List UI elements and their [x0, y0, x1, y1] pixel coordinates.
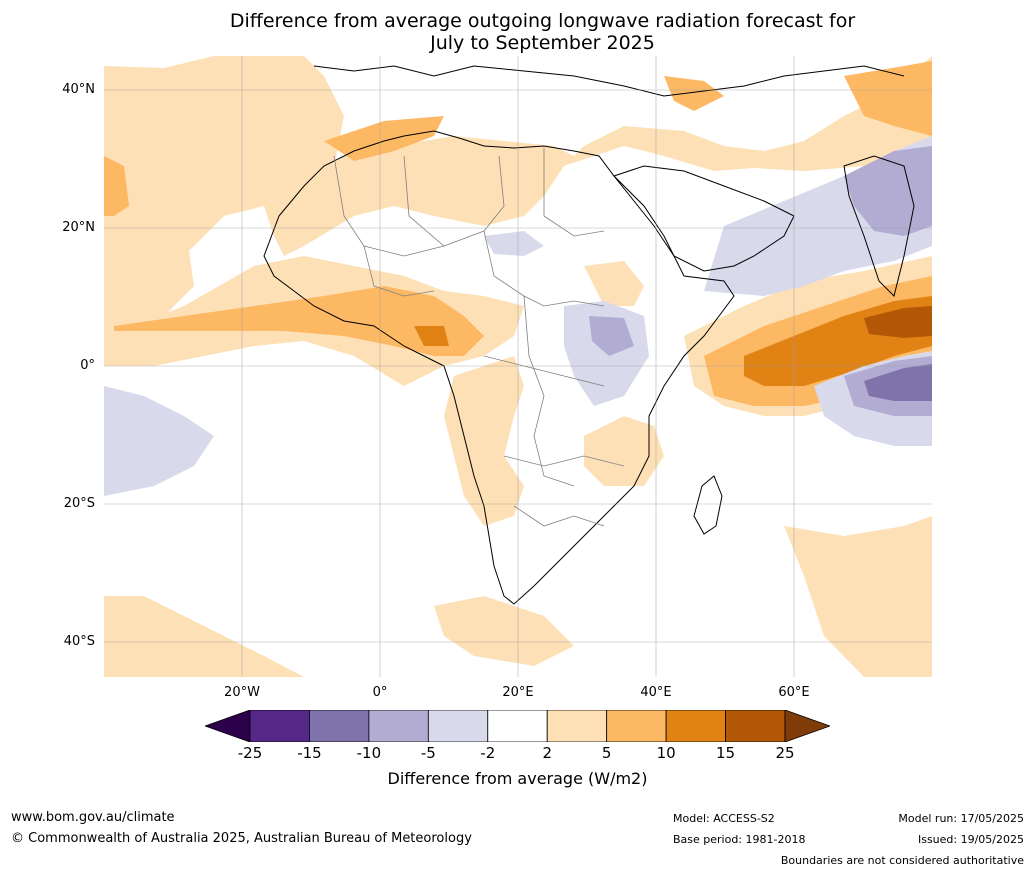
africa-coastline — [263, 130, 735, 605]
colorbar-segment — [546, 710, 608, 742]
colorbar-tick-label: 15 — [716, 744, 736, 762]
colorbar-tick-label: -2 — [480, 744, 496, 762]
anomaly-region-central-africa — [444, 356, 524, 526]
anomaly-region-west-africa-strong — [114, 286, 484, 356]
lat-label-40s: 40°S — [63, 634, 95, 649]
anomaly-region-east-africa — [584, 261, 644, 306]
anomaly-region-bay-bengal — [844, 146, 932, 236]
lon-label-40e: 40°E — [640, 685, 672, 700]
map-title: Difference from average outgoing longwav… — [0, 10, 1035, 54]
footer-base-period: Base period: 1981-2018 — [673, 833, 806, 846]
anomaly-region-lake-victoria — [589, 316, 634, 356]
graticule — [104, 56, 932, 677]
country-boundaries — [333, 148, 625, 527]
anomaly-region-mediterranean — [324, 116, 444, 161]
colorbar-extend-high — [784, 710, 830, 742]
footer-model: Model: ACCESS-S2 — [673, 812, 775, 825]
anomaly-region-gulf-guinea — [414, 326, 449, 346]
lat-label-40n: 40°N — [62, 82, 95, 97]
lon-label-0: 0° — [372, 685, 388, 700]
footer-issued: Issued: 19/05/2025 — [917, 833, 1024, 846]
anomaly-region-west-atlantic — [104, 156, 129, 216]
colorbar-segment — [249, 710, 310, 742]
anomaly-region-central-asia — [844, 61, 932, 136]
anomaly-region-north-atlantic — [104, 56, 344, 356]
india-coastline — [843, 155, 915, 297]
footer-website: www.bom.gov.au/climate — [11, 810, 175, 825]
anomaly-region-south-indian — [784, 516, 932, 677]
colorbar-segment — [487, 710, 548, 742]
lat-label-eq: 0° — [80, 358, 95, 373]
colorbar-tick-label: -15 — [297, 744, 322, 762]
colorbar — [205, 710, 830, 742]
madagascar-coastline — [693, 475, 723, 535]
anomaly-region-southeast-africa — [584, 416, 664, 486]
colorbar-segment — [665, 710, 726, 742]
colorbar-tick-label: -25 — [237, 744, 263, 762]
map-title-line1: Difference from average outgoing longwav… — [229, 10, 856, 32]
colorbar-title: Difference from average (W/m2) — [387, 769, 648, 788]
europe-coastline — [313, 65, 905, 97]
footer-disclaimer: Boundaries are not considered authoritat… — [780, 854, 1024, 867]
lat-label-20n: 20°N — [62, 220, 95, 235]
anomaly-region-south-indian-strong — [864, 364, 932, 401]
colorbar-tick-label: 25 — [775, 744, 795, 762]
colorbar-segment — [427, 710, 489, 742]
anomaly-region-north-africa — [264, 56, 932, 256]
colorbar-segment — [725, 710, 786, 742]
lon-label-20e: 20°E — [502, 685, 534, 700]
arabia-coastline — [613, 165, 795, 272]
anomaly-region-south-atlantic — [104, 596, 304, 677]
map-panel — [104, 56, 932, 677]
anomaly-region-southern-africa — [434, 596, 574, 666]
lat-label-20s: 20°S — [63, 496, 95, 511]
footer-copyright: © Commonwealth of Australia 2025, Austra… — [11, 831, 472, 846]
colorbar-tick-label: 5 — [601, 744, 612, 762]
footer-model-run: Model run: 17/05/2025 — [898, 812, 1024, 825]
lon-label-60e: 60°E — [778, 685, 810, 700]
colorbar-tick-label: 2 — [542, 744, 552, 762]
colorbar-tick-label: -10 — [356, 744, 382, 762]
lon-label-20w: 20°W — [224, 685, 260, 700]
colorbar-segment — [606, 710, 667, 742]
anomaly-region-sahara-low — [484, 231, 544, 256]
colorbar-extend-low — [205, 710, 251, 742]
anomaly-region-india-core — [864, 306, 932, 338]
map-title-line2: July to September 2025 — [430, 32, 655, 54]
colorbar-segment — [309, 710, 370, 742]
anomaly-region-east-mediterranean — [664, 76, 724, 111]
anomaly-region-south-atlantic-low — [104, 386, 214, 496]
colorbar-tick-label: -5 — [420, 744, 436, 762]
colorbar-tick-label: 10 — [656, 744, 676, 762]
colorbar-segment — [368, 710, 429, 742]
